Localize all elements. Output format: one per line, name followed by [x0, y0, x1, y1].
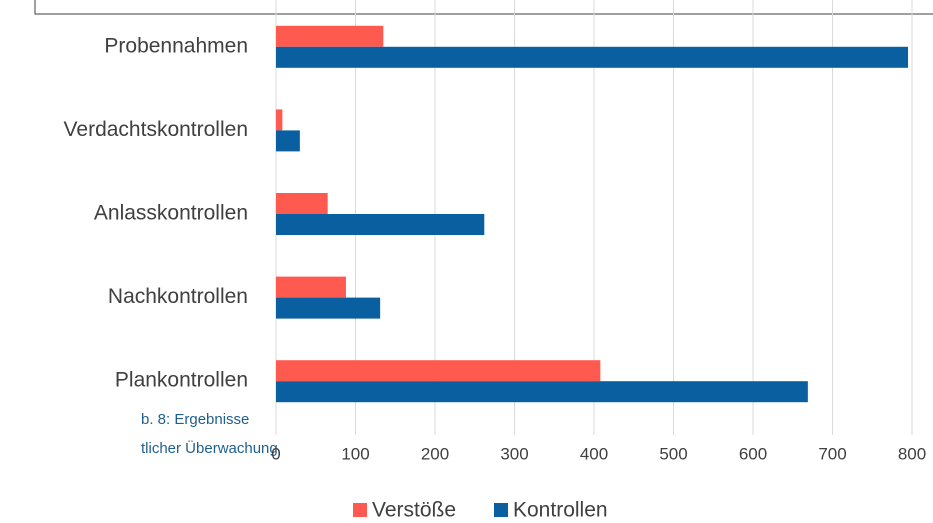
x-tick-label: 0	[271, 444, 280, 463]
bar	[276, 360, 601, 382]
x-tick-label: 800	[898, 444, 926, 463]
legend-swatch	[353, 503, 367, 517]
bar	[276, 193, 328, 214]
bar	[276, 109, 283, 131]
legend-label: Kontrollen	[513, 499, 608, 522]
bar	[276, 297, 381, 319]
bar	[276, 381, 808, 403]
bar	[276, 25, 384, 47]
x-tick-label: 600	[739, 444, 767, 463]
y-tick-label: Plankontrollen	[115, 369, 248, 392]
x-tick-label: 300	[500, 444, 528, 463]
bar	[276, 46, 909, 68]
bar	[276, 276, 346, 298]
y-tick-label: Verdachtskontrollen	[64, 118, 248, 141]
caption: tlicher Überwachung	[141, 439, 278, 457]
x-tick-label: 200	[421, 444, 449, 463]
legend-label: Verstöße	[372, 499, 456, 522]
frame	[34, 0, 933, 15]
caption: b. 8: Ergebnisse	[141, 411, 249, 428]
x-tick-label: 100	[341, 444, 369, 463]
y-tick-label: Probennahmen	[104, 34, 248, 57]
x-tick-label: 400	[580, 444, 608, 463]
y-tick-label: Nachkontrollen	[108, 285, 248, 308]
x-tick-label: 700	[818, 444, 846, 463]
x-tick-label: 500	[659, 444, 687, 463]
bar	[276, 130, 300, 152]
legend-swatch	[494, 503, 508, 517]
y-tick-label: Anlasskontrollen	[94, 202, 248, 225]
bar	[276, 214, 485, 235]
